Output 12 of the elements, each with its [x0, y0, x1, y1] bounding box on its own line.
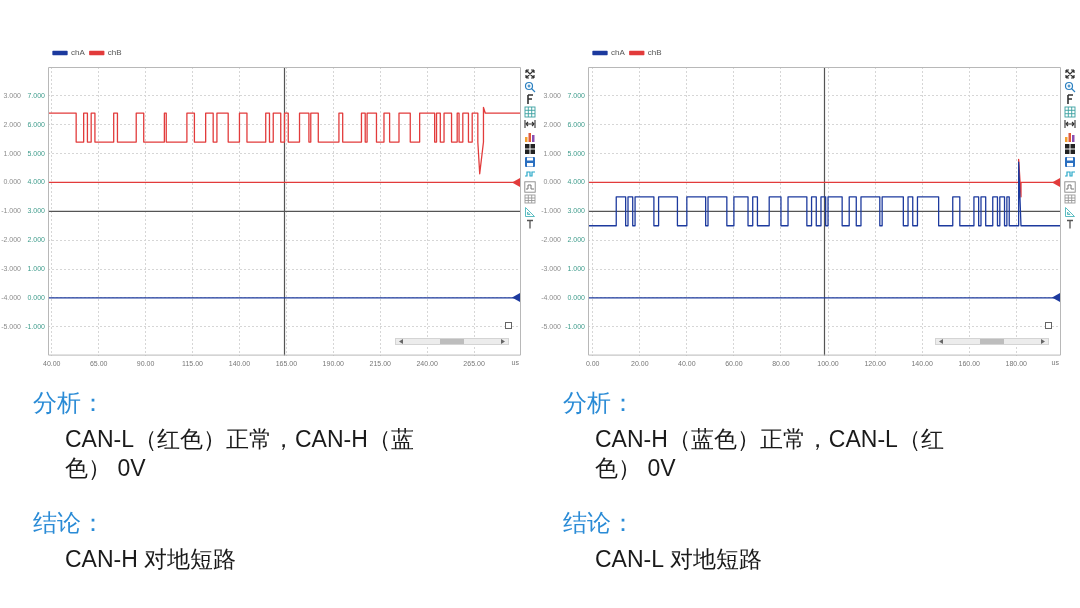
legend-label: chB — [647, 48, 662, 58]
text: 结论： — [33, 508, 106, 538]
text: 结论： — [563, 508, 636, 538]
text: CAN-L 对地短路 — [595, 545, 763, 574]
legend-label: chA — [611, 48, 626, 58]
text: 分析： — [563, 388, 636, 418]
text: CAN-H 对地短路 — [65, 545, 238, 574]
text: CAN-L（红色）正常，CAN-H（蓝色） 0V — [65, 425, 415, 483]
legend-label: chA — [71, 48, 86, 58]
legend-label: chB — [107, 48, 122, 58]
text: CAN-H（蓝色）正常，CAN-L（红色） 0V — [595, 425, 945, 483]
text: 分析： — [33, 388, 106, 418]
